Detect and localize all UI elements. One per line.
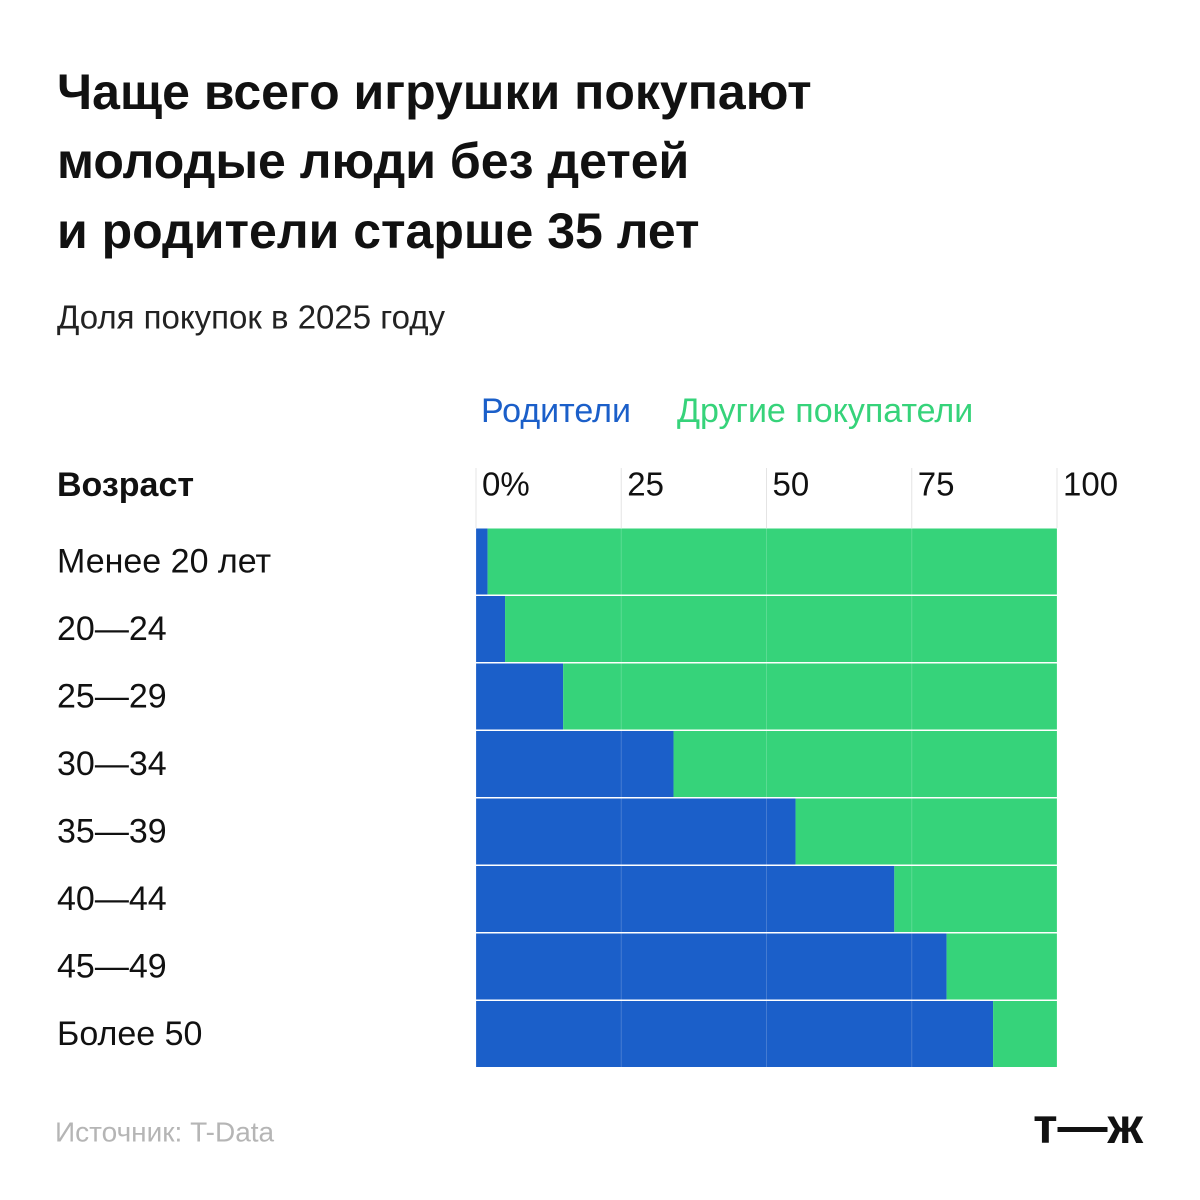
chart-title: Чаще всего игрушки покупают: [57, 64, 812, 120]
bar-segment: [946, 933, 1057, 1000]
bar-segment: [476, 528, 488, 595]
y-tick-label: 35—39: [57, 813, 167, 851]
axis-label: Возраст: [57, 466, 194, 504]
x-tick-label: 50: [773, 466, 810, 503]
bar-segment: [993, 1001, 1057, 1067]
bar-segment: [673, 731, 1057, 797]
y-tick-label: Более 50: [57, 1015, 202, 1053]
bar-segment: [894, 866, 1057, 932]
y-tick-label: 30—34: [57, 745, 167, 783]
x-tick-label: 25: [627, 466, 664, 503]
chart-title: и родители старше 35 лет: [57, 203, 699, 259]
bar-segment: [476, 933, 947, 1000]
chart-subtitle: Доля покупок в 2025 году: [57, 299, 445, 336]
y-tick-label: 45—49: [57, 948, 167, 986]
bar-segment: [476, 1001, 994, 1067]
y-tick-label: 40—44: [57, 880, 167, 918]
bar-segment: [476, 731, 674, 797]
bar-segment: [476, 798, 796, 865]
bar-segment: [487, 528, 1057, 595]
bar-segment: [795, 798, 1057, 865]
bar-segment: [563, 663, 1057, 730]
x-tick-label: 0%: [482, 466, 530, 503]
bar-segment: [476, 866, 895, 932]
x-tick-label: 100: [1063, 466, 1118, 503]
y-tick-label: 25—29: [57, 678, 167, 716]
bar-segment: [476, 596, 506, 662]
logo: т—ж: [1033, 1098, 1143, 1154]
source: Источник: T-Data: [55, 1116, 275, 1147]
chart-title: молодые люди без детей: [57, 133, 689, 189]
legend-entry: Родители: [481, 392, 631, 430]
bar-segment: [476, 663, 564, 730]
y-tick-label: 20—24: [57, 610, 167, 648]
legend-entry: Другие покупатели: [677, 392, 973, 430]
y-tick-label: Менее 20 лет: [57, 543, 271, 581]
bar-segment: [505, 596, 1057, 662]
x-tick-label: 75: [918, 466, 955, 503]
